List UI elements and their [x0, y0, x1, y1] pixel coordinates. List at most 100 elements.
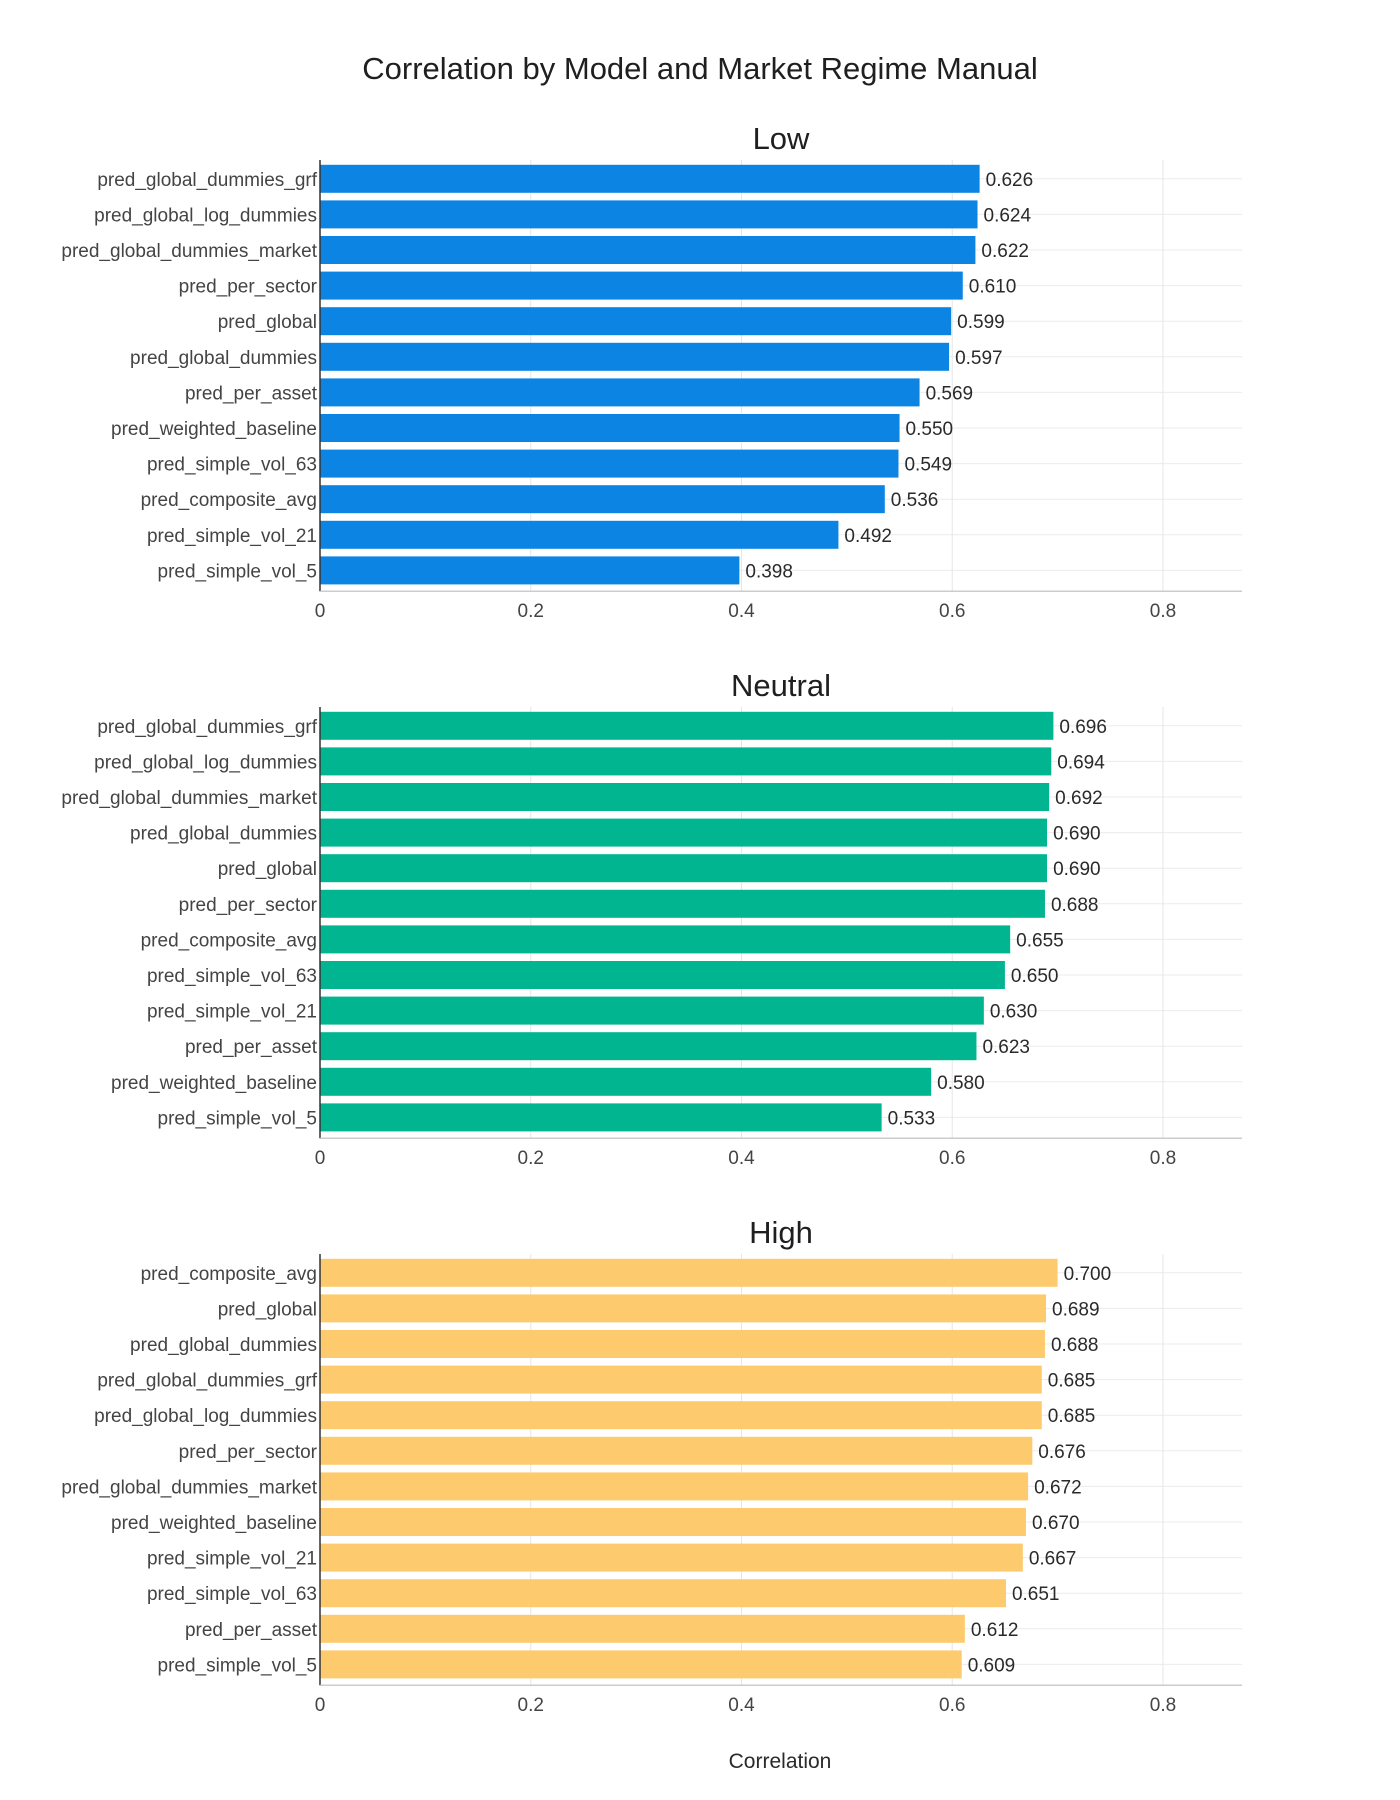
value-label: 0.626 — [986, 170, 1034, 191]
panel-low: Low pred_global_dummies_grf 0.626 pred_glob… — [61, 121, 1242, 622]
x-tick-label: 0.2 — [518, 1148, 544, 1169]
category-label: pred_global_dummies_market — [61, 1477, 317, 1498]
value-label: 0.672 — [1034, 1477, 1082, 1498]
bar-pred_per_sector — [320, 889, 1045, 918]
bar-pred_composite_avg — [320, 485, 885, 514]
value-label: 0.670 — [1032, 1513, 1080, 1534]
bar-pred_global_dummies_market — [320, 783, 1050, 811]
category-label: pred_weighted_baseline — [111, 1073, 317, 1094]
bar-pred_global — [320, 307, 952, 336]
value-label: 0.569 — [926, 383, 974, 404]
x-tick-label: 0.4 — [728, 601, 755, 622]
category-label: pred_per_asset — [185, 383, 318, 404]
bar-pred_global — [320, 1294, 1047, 1323]
bar-pred_global_dummies — [320, 818, 1048, 847]
value-label: 0.688 — [1051, 1335, 1099, 1356]
category-label: pred_global_log_dummies — [94, 205, 317, 226]
value-label: 0.694 — [1057, 752, 1105, 773]
x-tick-label: 0.4 — [728, 1148, 755, 1169]
category-label: pred_composite_avg — [141, 930, 317, 951]
value-label: 0.580 — [937, 1073, 985, 1094]
category-label: pred_global_dummies_market — [61, 788, 317, 809]
bar-pred_global_dummies — [320, 1330, 1045, 1358]
category-label: pred_global_dummies — [130, 824, 317, 845]
x-tick-label: 0 — [315, 1148, 326, 1169]
value-label: 0.549 — [904, 455, 952, 476]
category-label: pred_per_asset — [185, 1037, 318, 1058]
category-label: pred_per_sector — [179, 277, 318, 298]
category-label: pred_global — [218, 859, 317, 880]
category-label: pred_global_dummies — [130, 348, 317, 369]
value-label: 0.622 — [981, 241, 1029, 262]
bar-pred_per_sector — [320, 271, 963, 300]
bar-pred_weighted_baseline — [320, 414, 900, 442]
value-label: 0.676 — [1038, 1442, 1086, 1463]
category-label: pred_global_log_dummies — [94, 752, 317, 773]
bar-pred_global_dummies_grf — [320, 164, 980, 193]
value-label: 0.398 — [745, 561, 793, 582]
x-tick-label: 0.2 — [518, 1695, 544, 1716]
category-label: pred_global_dummies_grf — [97, 1371, 317, 1392]
bar-pred_composite_avg — [320, 1258, 1058, 1287]
bar-pred_per_asset — [320, 1032, 977, 1061]
x-tick-label: 0.4 — [728, 1695, 755, 1716]
value-label: 0.609 — [968, 1655, 1016, 1676]
bar-pred_global_dummies — [320, 342, 950, 371]
value-label: 0.610 — [969, 277, 1017, 298]
value-label: 0.692 — [1055, 788, 1103, 809]
bar-pred_global_dummies_grf — [320, 1365, 1042, 1394]
category-label: pred_global_dummies_grf — [97, 170, 317, 191]
category-label: pred_simple_vol_63 — [147, 455, 317, 476]
bar-pred_per_asset — [320, 378, 920, 407]
category-label: pred_weighted_baseline — [111, 419, 317, 440]
category-label: pred_simple_vol_63 — [147, 966, 317, 987]
value-label: 0.667 — [1029, 1549, 1077, 1570]
x-tick-label: 0.6 — [939, 1148, 965, 1169]
panel-title: Low — [753, 121, 810, 156]
value-label: 0.685 — [1048, 1406, 1096, 1427]
value-label: 0.550 — [906, 419, 954, 440]
x-tick-label: 0.8 — [1150, 1148, 1176, 1169]
x-axis-title: Correlation — [729, 1750, 832, 1773]
category-label: pred_per_sector — [179, 895, 318, 916]
bar-pred_per_asset — [320, 1614, 965, 1643]
value-label: 0.650 — [1011, 966, 1059, 987]
bar-pred_global_log_dummies — [320, 747, 1052, 776]
bar-pred_simple_vol_5 — [320, 556, 740, 585]
value-label: 0.690 — [1053, 859, 1101, 880]
category-label: pred_simple_vol_63 — [147, 1584, 317, 1605]
bar-pred_composite_avg — [320, 925, 1011, 954]
bar-pred_global_log_dummies — [320, 200, 978, 229]
value-label: 0.533 — [888, 1108, 936, 1129]
x-tick-label: 0.6 — [939, 1695, 965, 1716]
value-label: 0.696 — [1059, 717, 1107, 738]
category-label: pred_per_asset — [185, 1620, 318, 1641]
x-tick-label: 0.8 — [1150, 1695, 1176, 1716]
category-label: pred_global — [218, 312, 317, 333]
panel-title: Neutral — [731, 668, 831, 703]
value-label: 0.655 — [1016, 930, 1064, 951]
value-label: 0.597 — [955, 348, 1003, 369]
bar-pred_simple_vol_63 — [320, 449, 899, 478]
value-label: 0.685 — [1048, 1371, 1096, 1392]
value-label: 0.689 — [1052, 1299, 1100, 1320]
category-label: pred_simple_vol_5 — [158, 561, 318, 582]
value-label: 0.492 — [844, 526, 892, 547]
bar-pred_global_dummies_market — [320, 236, 976, 264]
category-label: pred_per_sector — [179, 1442, 318, 1463]
x-tick-label: 0 — [315, 601, 326, 622]
x-tick-label: 0.2 — [518, 601, 544, 622]
value-label: 0.688 — [1051, 895, 1099, 916]
value-label: 0.623 — [982, 1037, 1030, 1058]
panel-neutral: Neutral pred_global_dummies_grf 0.696 pred_… — [61, 668, 1242, 1169]
bar-pred_simple_vol_21 — [320, 520, 839, 549]
value-label: 0.700 — [1064, 1264, 1112, 1285]
category-label: pred_global_dummies_grf — [97, 717, 317, 738]
bar-pred_weighted_baseline — [320, 1508, 1026, 1536]
category-label: pred_global_log_dummies — [94, 1406, 317, 1427]
bar-pred_simple_vol_63 — [320, 961, 1005, 989]
value-label: 0.630 — [990, 1002, 1038, 1023]
bar-pred_weighted_baseline — [320, 1067, 932, 1096]
bar-pred_simple_vol_21 — [320, 996, 984, 1025]
